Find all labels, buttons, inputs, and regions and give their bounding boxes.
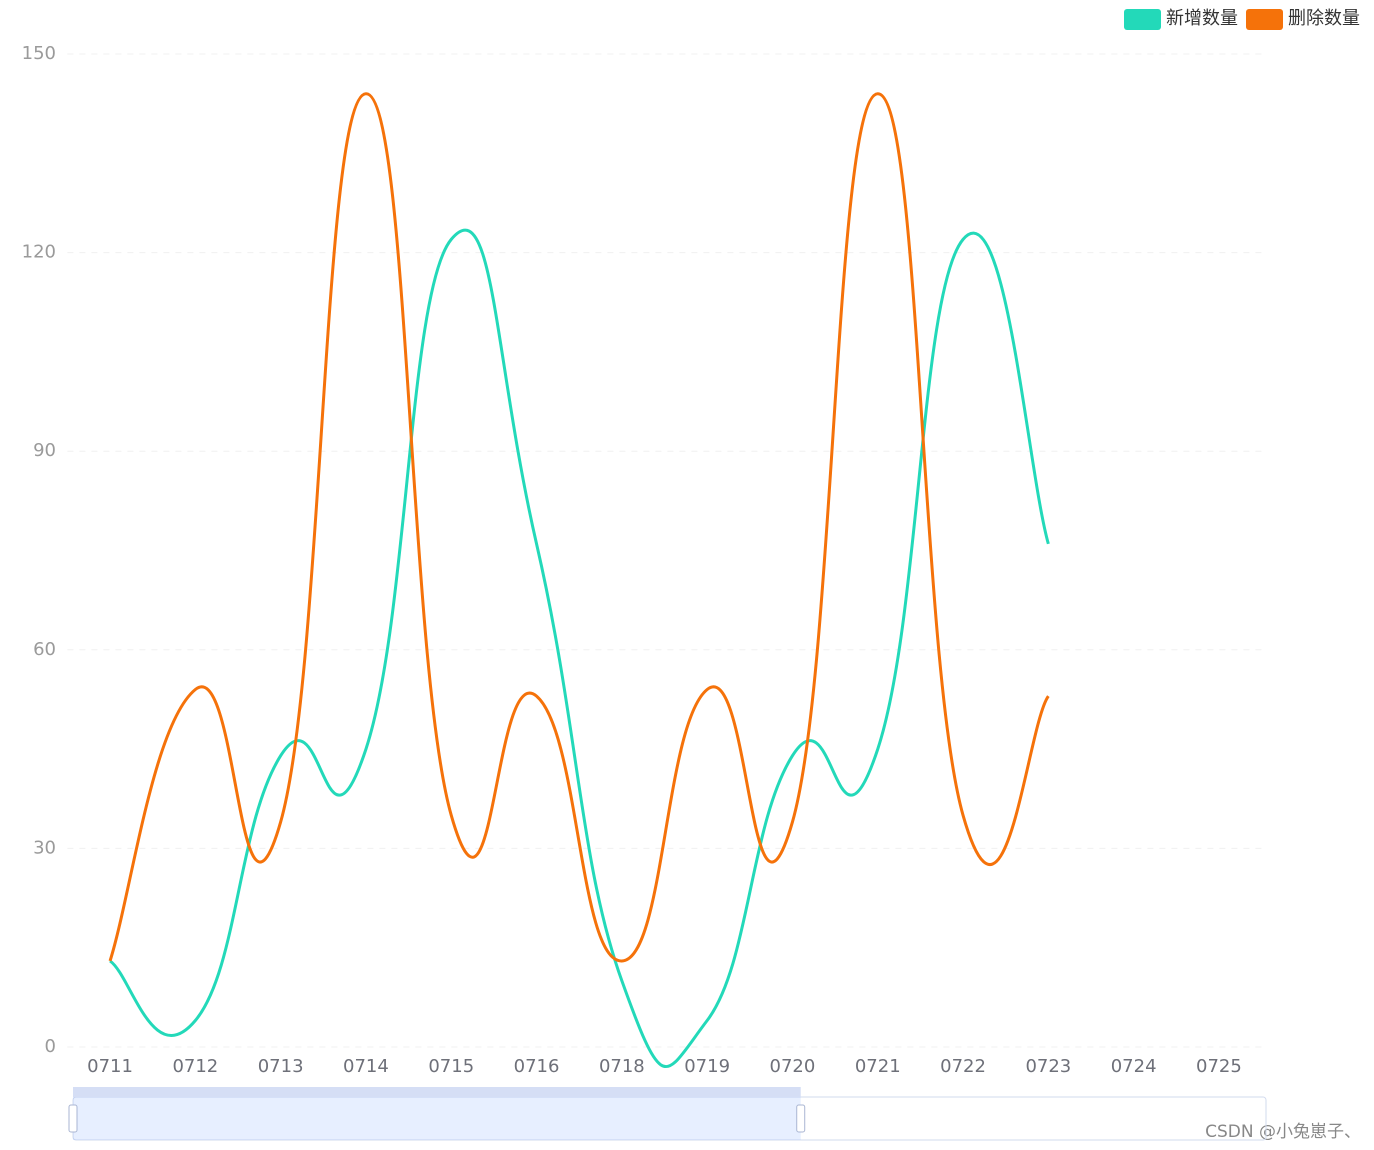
series-line [108, 92, 1050, 963]
zoom-window [73, 1097, 801, 1140]
x-tick-label: 0723 [1025, 1056, 1071, 1077]
zoom-window-top [73, 1087, 801, 1097]
legend-label: 删除数量 [1288, 8, 1360, 29]
legend-swatch [1246, 9, 1283, 30]
x-tick-label: 0719 [684, 1056, 730, 1077]
x-tick-label: 0722 [940, 1056, 986, 1077]
y-tick-label: 150 [22, 43, 56, 64]
y-tick-label: 90 [33, 440, 56, 461]
x-tick-label: 0720 [770, 1056, 816, 1077]
y-tick-label: 30 [33, 837, 56, 858]
zoom-handle[interactable] [68, 1104, 78, 1133]
legend-label: 新增数量 [1166, 8, 1238, 29]
y-tick-label: 120 [22, 242, 56, 263]
y-tick-label: 60 [33, 639, 56, 660]
x-tick-label: 0721 [855, 1056, 901, 1077]
watermark: CSDN @小兔崽子、 [1205, 1122, 1361, 1142]
x-tick-label: 0725 [1196, 1056, 1242, 1077]
series-line [109, 228, 1050, 1069]
x-tick-label: 0716 [514, 1056, 560, 1077]
y-tick-label: 0 [45, 1036, 56, 1057]
x-tick-label: 0715 [428, 1056, 474, 1077]
legend-swatch [1124, 9, 1161, 30]
x-tick-label: 0714 [343, 1056, 389, 1077]
x-tick-label: 0711 [87, 1056, 133, 1077]
zoom-handle[interactable] [796, 1104, 806, 1133]
x-tick-label: 0713 [258, 1056, 304, 1077]
x-tick-label: 0724 [1111, 1056, 1157, 1077]
x-tick-label: 0718 [599, 1056, 645, 1077]
x-tick-label: 0712 [172, 1056, 218, 1077]
